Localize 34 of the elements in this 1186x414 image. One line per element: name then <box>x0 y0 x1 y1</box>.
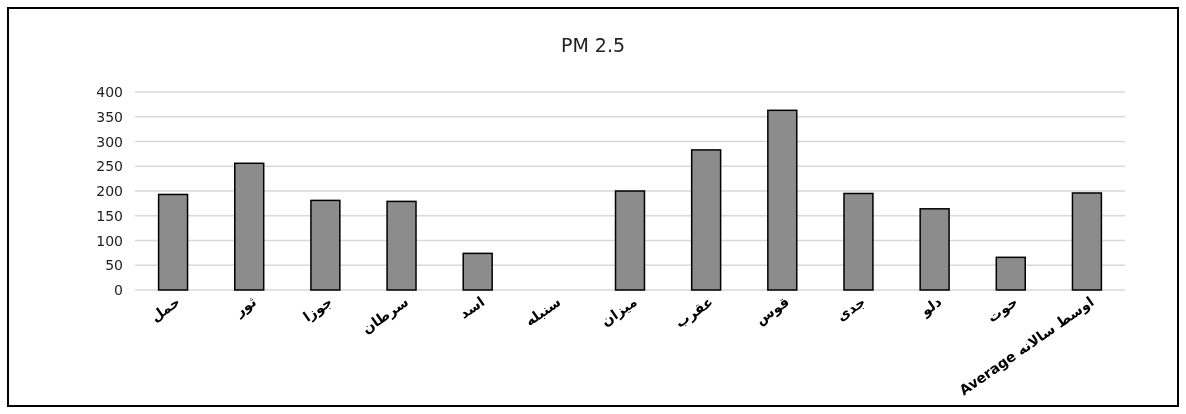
y-tick-label: 250 <box>96 158 123 175</box>
bar <box>690 149 722 291</box>
bar <box>614 190 646 291</box>
y-tick-label: 100 <box>96 232 123 249</box>
y-tick-label: 0 <box>114 282 123 298</box>
y-tick-label: 50 <box>105 257 123 274</box>
y-tick-label: 300 <box>96 133 123 150</box>
bar <box>995 256 1026 291</box>
bar <box>1071 192 1103 291</box>
x-tick-label: حمل <box>147 293 183 325</box>
bar <box>767 109 798 291</box>
bar <box>157 193 189 291</box>
y-tick-label: 200 <box>96 183 123 199</box>
x-tick-label: حوت <box>984 293 1022 327</box>
x-tick-label: جدی <box>833 293 869 325</box>
x-tick-label: اسد <box>456 293 488 322</box>
x-tick-label: میزان <box>597 293 641 331</box>
chart-title: PM 2.5 <box>560 34 626 56</box>
bar <box>234 162 265 291</box>
x-tick-label: عقرب <box>671 293 717 332</box>
bar <box>919 208 950 291</box>
bar <box>462 252 493 291</box>
x-tick-label: جوزا <box>299 293 336 326</box>
y-tick-label: 150 <box>96 207 123 224</box>
y-tick-label: 400 <box>96 84 123 100</box>
y-tick-label: 350 <box>96 108 123 125</box>
x-tick-label: دلو <box>916 293 945 321</box>
x-tick-label: سنبله <box>522 293 564 330</box>
bar <box>386 200 417 291</box>
bar <box>310 199 341 291</box>
bar <box>843 192 874 291</box>
x-tick-label: قوس <box>752 293 793 329</box>
x-tick-label: سرطان <box>358 293 412 338</box>
x-tick-label: ثور <box>230 293 260 321</box>
